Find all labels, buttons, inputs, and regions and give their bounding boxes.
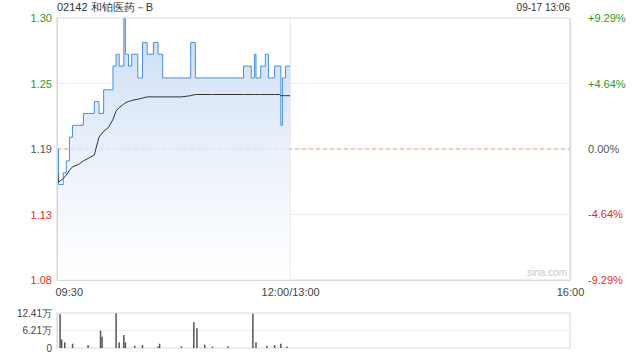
y2-tick-label: -9.29% xyxy=(588,274,623,286)
y-tick: 1.08 xyxy=(31,274,57,286)
y2-tick-label: +4.64% xyxy=(588,78,626,90)
volume-bar xyxy=(159,344,161,348)
volume-bar xyxy=(123,335,125,348)
volume-y-axis-line xyxy=(57,314,58,349)
y-tick-label: 1.08 xyxy=(31,274,52,286)
plot-area xyxy=(57,19,290,280)
y2-axis: +9.29% +4.64% 0.00% -4.64% -9.29% xyxy=(570,12,626,286)
y2-tick-label: 0.00% xyxy=(588,143,619,155)
volume-bar xyxy=(125,342,127,348)
y2-tick: +9.29% xyxy=(570,12,626,24)
volume-grid-line xyxy=(57,348,570,349)
y2-tick: -4.64% xyxy=(570,208,623,220)
volume-y-tick-label: 6.21万 xyxy=(23,325,52,336)
y-tick: 1.25 xyxy=(31,78,57,90)
subtitle: 09-17 13:06 xyxy=(517,2,571,13)
x-tick-label: 16:00 xyxy=(557,286,585,298)
volume-bar xyxy=(204,345,206,348)
volume-bar xyxy=(252,314,254,348)
volume-y-tick: 12.41万 xyxy=(17,308,57,319)
y2-tick: -9.29% xyxy=(570,274,623,286)
volume-bar xyxy=(61,340,63,348)
volume-bar xyxy=(101,337,103,348)
volume-bar xyxy=(181,346,183,348)
volume-grid-line xyxy=(57,330,570,331)
x-axis: 09:30 12:00/13:00 16:00 xyxy=(56,280,585,298)
price-area xyxy=(57,19,290,280)
x-tick-label: 12:00/13:00 xyxy=(262,286,320,298)
x-axis-line xyxy=(58,280,571,281)
volume-bar xyxy=(193,322,195,348)
title: 02142 和铂医药－B xyxy=(57,1,153,13)
volume-y-tick-label: 12.41万 xyxy=(17,308,52,319)
y-tick: 1.30 xyxy=(31,12,57,24)
volume-bar xyxy=(266,346,268,348)
volume-frame xyxy=(57,313,570,348)
volume-y-tick: 6.21万 xyxy=(23,325,57,336)
volume-bar xyxy=(118,342,120,348)
y2-tick: 0.00% xyxy=(570,143,619,155)
y-tick-label: 1.19 xyxy=(31,143,52,155)
watermark: sina.com xyxy=(527,267,567,278)
y2-tick: +4.64% xyxy=(570,78,626,90)
volume-bar xyxy=(87,345,89,348)
volume-bar xyxy=(255,342,257,348)
y2-tick-label: -4.64% xyxy=(588,208,623,220)
volume-grid-line xyxy=(57,313,570,314)
y-axis: 1.30 1.25 1.19 1.13 1.08 xyxy=(31,12,58,286)
plot-frame xyxy=(57,18,570,280)
y2-axis-line xyxy=(570,19,571,281)
grid xyxy=(57,18,570,280)
volume-y-tick: 0 xyxy=(46,343,57,354)
volume-bar xyxy=(115,313,117,348)
volume-bar xyxy=(59,314,61,348)
y-tick-label: 1.30 xyxy=(31,12,52,24)
y-tick: 1.19 xyxy=(31,143,57,155)
price-line xyxy=(57,19,290,185)
volume-bar xyxy=(142,345,144,348)
volume-bar xyxy=(64,342,66,348)
average-line xyxy=(57,95,290,183)
volume-bar xyxy=(134,346,136,348)
volume-bar xyxy=(72,344,74,348)
volume-bar xyxy=(286,347,288,348)
y-tick: 1.13 xyxy=(31,209,57,221)
y2-tick-label: +9.29% xyxy=(588,12,626,24)
y-tick-label: 1.13 xyxy=(31,209,52,221)
grid-line-y xyxy=(57,18,570,19)
volume-bar xyxy=(157,347,159,348)
volume-bar xyxy=(280,344,282,348)
volume-bar xyxy=(227,346,229,348)
x-tick-label: 09:30 xyxy=(56,286,84,298)
x-tick: 12:00/13:00 xyxy=(262,280,320,298)
volume-bar xyxy=(100,331,102,348)
x-tick: 16:00 xyxy=(557,280,585,298)
y-axis-line xyxy=(57,19,58,281)
volume-bar xyxy=(196,328,198,348)
x-tick: 09:30 xyxy=(56,280,84,298)
volume-y-tick-label: 0 xyxy=(46,343,52,354)
grid-line-x xyxy=(57,18,58,280)
y-tick-label: 1.25 xyxy=(31,78,52,90)
volume-bar xyxy=(212,347,214,348)
volume-bar xyxy=(274,345,276,348)
volume-y-axis: 0 6.21万 12.41万 xyxy=(17,308,58,354)
chart-root: 02142 和铂医药－B09-17 13:06sina.com1.301.251… xyxy=(0,0,640,360)
volume-plot xyxy=(59,313,287,348)
